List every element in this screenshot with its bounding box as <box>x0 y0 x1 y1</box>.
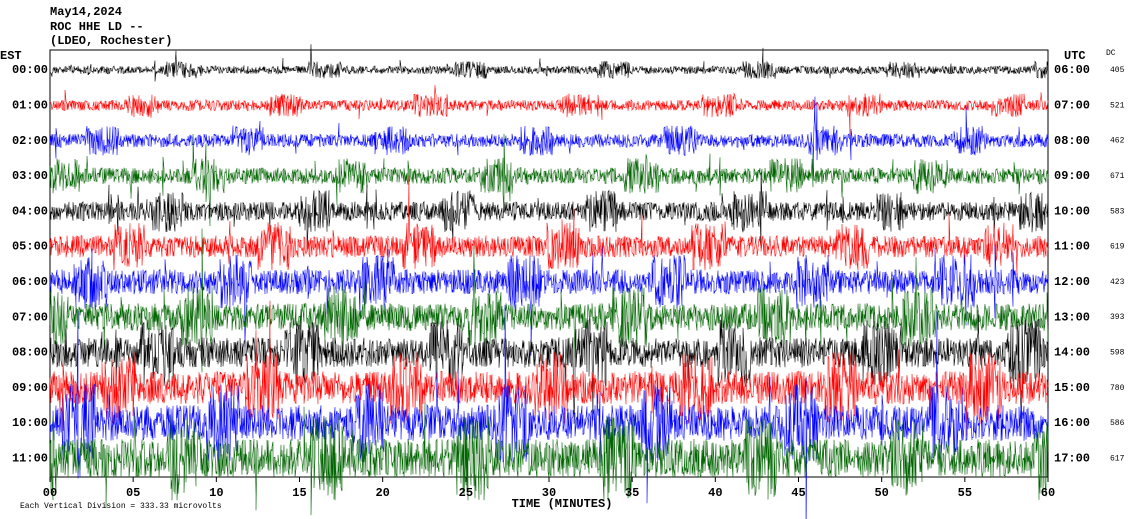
est-time: 03:00 <box>12 169 48 183</box>
dc-value: 598 <box>1110 349 1125 358</box>
utc-time: 11:00 <box>1054 240 1090 254</box>
utc-time: 09:00 <box>1054 169 1090 183</box>
date: May14,2024 <box>50 5 122 19</box>
dc-value: 619 <box>1110 243 1125 252</box>
dc-value: 393 <box>1110 313 1125 322</box>
utc-time: 17:00 <box>1054 451 1090 465</box>
est-time: 10:00 <box>12 416 48 430</box>
utc-time: 08:00 <box>1054 134 1090 148</box>
est-time: 07:00 <box>12 310 48 324</box>
est-time: 02:00 <box>12 134 48 148</box>
seismic-trace <box>49 96 1049 177</box>
footnote: Each Vertical Division = 333.33 microvol… <box>20 502 222 511</box>
station: ROC HHE LD -- <box>50 20 144 34</box>
dc-value: 617 <box>1110 454 1125 463</box>
est-time: 06:00 <box>12 275 48 289</box>
est-time: 08:00 <box>12 346 48 360</box>
x-axis-label: TIME (MINUTES) <box>512 497 613 511</box>
dc-value: 423 <box>1110 278 1125 287</box>
dc-value: 586 <box>1110 419 1125 428</box>
dc-value: 780 <box>1110 384 1125 393</box>
x-tick-label: 45 <box>791 486 805 500</box>
utc-label: UTC <box>1064 49 1086 63</box>
est-time: 00:00 <box>12 63 48 77</box>
utc-time: 12:00 <box>1054 275 1090 289</box>
est-time: 04:00 <box>12 204 48 218</box>
dc-value: 405 <box>1110 66 1125 75</box>
utc-time: 13:00 <box>1054 310 1090 324</box>
x-tick-label: 25 <box>459 486 473 500</box>
x-tick-label: 00 <box>43 486 57 500</box>
utc-time: 10:00 <box>1054 204 1090 218</box>
x-tick-label: 15 <box>292 486 306 500</box>
est-label: EST <box>0 49 22 63</box>
utc-time: 16:00 <box>1054 416 1090 430</box>
location: (LDEO, Rochester) <box>50 34 172 48</box>
seismic-trace <box>49 85 1049 136</box>
x-tick-label: 50 <box>874 486 888 500</box>
dc-value: 583 <box>1110 207 1125 216</box>
traces <box>49 44 1049 519</box>
utc-time: 06:00 <box>1054 63 1090 77</box>
seismic-trace <box>49 173 1049 252</box>
seismic-trace <box>49 309 1049 437</box>
x-tick-label: 20 <box>375 486 389 500</box>
seismic-trace <box>49 133 1049 227</box>
est-time: 09:00 <box>12 381 48 395</box>
seismic-trace <box>49 44 1049 82</box>
dc-value: 521 <box>1110 101 1125 110</box>
utc-time: 14:00 <box>1054 346 1090 360</box>
seismic-trace <box>49 304 1049 519</box>
est-time: 05:00 <box>12 240 48 254</box>
utc-time: 15:00 <box>1054 381 1090 395</box>
seismic-trace <box>49 244 1049 356</box>
dc-label: DC <box>1106 49 1116 58</box>
x-tick-label: 60 <box>1041 486 1055 500</box>
x-tick-label: 30 <box>542 486 556 500</box>
utc-time: 07:00 <box>1054 98 1090 112</box>
est-time: 01:00 <box>12 98 48 112</box>
est-time: 11:00 <box>12 451 48 465</box>
x-tick-label: 35 <box>625 486 639 500</box>
dc-value: 462 <box>1110 137 1125 146</box>
x-tick-label: 05 <box>126 486 140 500</box>
dc-value: 671 <box>1110 172 1125 181</box>
x-tick-label: 10 <box>209 486 223 500</box>
x-tick-label: 40 <box>708 486 722 500</box>
x-tick-label: 55 <box>958 486 972 500</box>
seismic-trace <box>49 228 1049 373</box>
seismic-trace <box>49 175 1049 276</box>
seismic-trace <box>49 300 1049 437</box>
